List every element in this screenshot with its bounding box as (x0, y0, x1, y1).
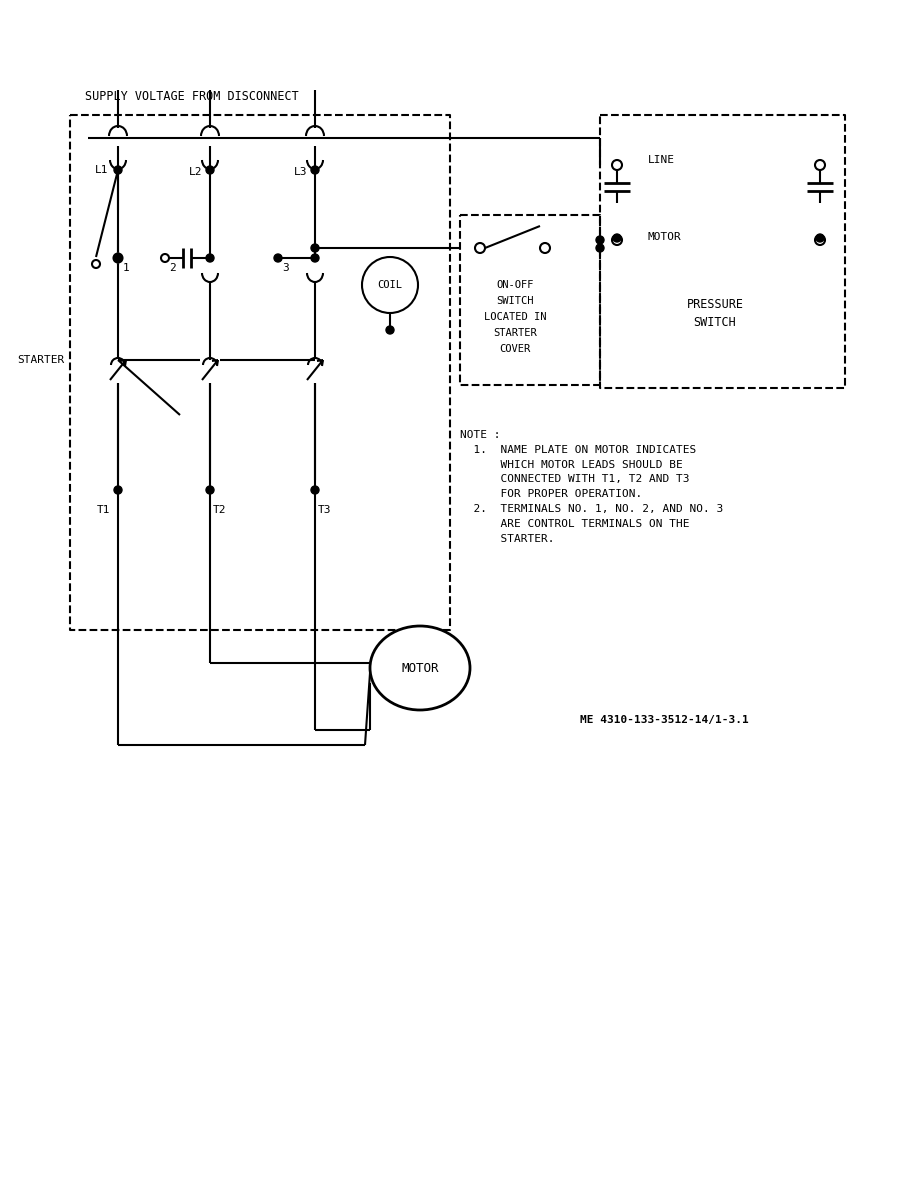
Circle shape (596, 236, 604, 244)
Text: LINE: LINE (648, 154, 675, 165)
Text: STARTER: STARTER (17, 355, 65, 365)
Circle shape (386, 326, 394, 334)
Text: NOTE :
  1.  NAME PLATE ON MOTOR INDICATES
      WHICH MOTOR LEADS SHOULD BE
   : NOTE : 1. NAME PLATE ON MOTOR INDICATES … (460, 430, 723, 544)
Circle shape (114, 166, 122, 173)
Circle shape (206, 486, 214, 494)
Circle shape (92, 260, 100, 268)
Text: MOTOR: MOTOR (401, 662, 439, 675)
Circle shape (815, 235, 825, 245)
Text: LOCATED IN: LOCATED IN (484, 312, 546, 322)
Circle shape (206, 254, 214, 263)
Text: ON-OFF: ON-OFF (497, 280, 533, 290)
Text: T3: T3 (319, 505, 331, 516)
Circle shape (475, 244, 485, 253)
Circle shape (612, 235, 622, 245)
Text: STARTER: STARTER (493, 328, 537, 339)
Text: MOTOR: MOTOR (648, 232, 682, 242)
Circle shape (206, 166, 214, 173)
Text: T1: T1 (97, 505, 111, 516)
Circle shape (362, 257, 418, 312)
Text: COIL: COIL (377, 280, 402, 290)
Text: COVER: COVER (499, 345, 531, 354)
Circle shape (815, 160, 825, 170)
Circle shape (274, 254, 282, 263)
Circle shape (114, 254, 122, 263)
Circle shape (311, 486, 319, 494)
Text: 2: 2 (170, 263, 176, 273)
Text: T2: T2 (213, 505, 227, 516)
Text: 3: 3 (283, 263, 289, 273)
Text: SUPPLY VOLTAGE FROM DISCONNECT: SUPPLY VOLTAGE FROM DISCONNECT (85, 90, 298, 103)
Circle shape (311, 244, 319, 252)
Circle shape (596, 244, 604, 252)
Text: L2: L2 (189, 168, 203, 177)
Text: L1: L1 (95, 165, 108, 175)
Circle shape (612, 160, 622, 170)
Circle shape (311, 254, 319, 263)
Ellipse shape (370, 626, 470, 710)
Text: ME 4310-133-3512-14/1-3.1: ME 4310-133-3512-14/1-3.1 (580, 715, 749, 725)
Circle shape (613, 234, 621, 242)
Circle shape (114, 486, 122, 494)
Text: PRESSURE: PRESSURE (687, 298, 744, 311)
Text: SWITCH: SWITCH (694, 316, 736, 329)
Circle shape (114, 253, 122, 263)
Circle shape (311, 166, 319, 173)
Text: SWITCH: SWITCH (497, 296, 533, 307)
Text: L3: L3 (295, 168, 308, 177)
Circle shape (816, 234, 824, 242)
Circle shape (161, 254, 169, 263)
Circle shape (540, 244, 550, 253)
Text: 1: 1 (123, 263, 129, 273)
